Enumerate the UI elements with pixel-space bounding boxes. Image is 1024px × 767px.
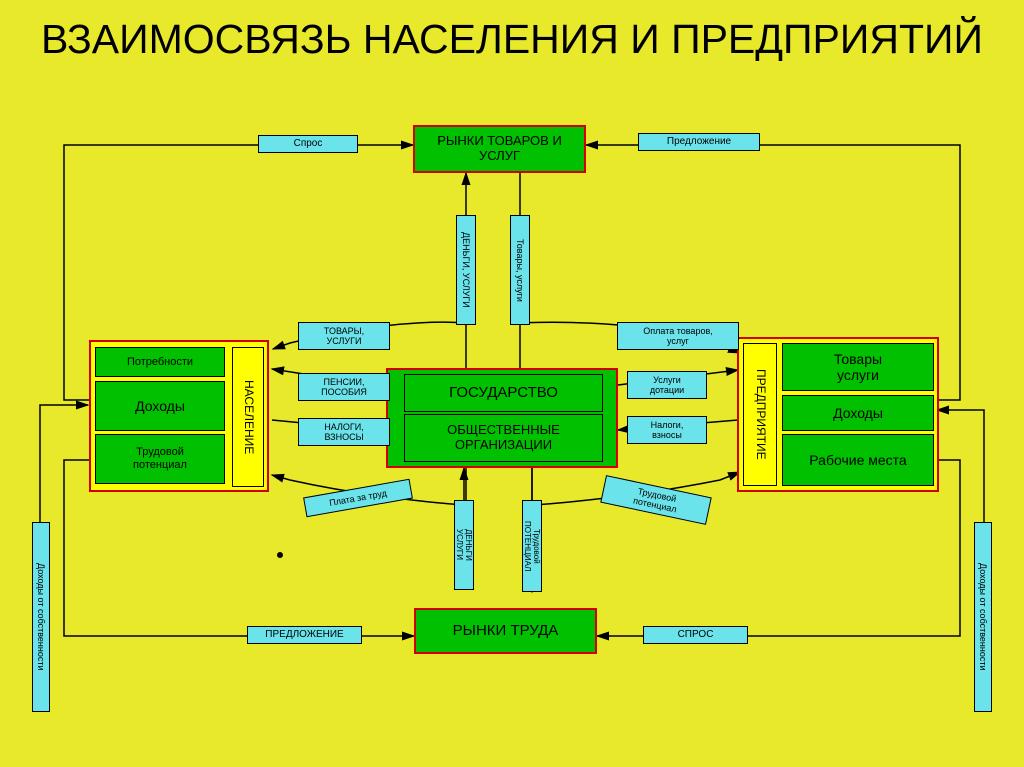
label-l_pensii: ПЕНСИИ, ПОСОБИЯ (298, 373, 390, 401)
label-l_spros_b: СПРОС (643, 626, 748, 644)
label-l_dengi: ДЕНЬГИ, УСЛУГИ (456, 215, 476, 325)
page-title: ВЗАИМОСВЯЗЬ НАСЕЛЕНИЯ И ПРЕДПРИЯТИЙ (0, 16, 1024, 63)
box-left_side: НАСЕЛЕНИЕ (232, 347, 264, 487)
box-left_labor: Трудовой потенциал (95, 434, 225, 484)
label-l_predlozh_b: ПРЕДЛОЖЕНИЕ (247, 626, 362, 644)
box-center_state: ГОСУДАРСТВО (404, 374, 603, 412)
label-l_nalogi_l: НАЛОГИ, ВЗНОСЫ (298, 418, 390, 446)
label-l_tovaryv: Товары, услуги (510, 215, 530, 325)
label-l_trudpot: Трудовой потенциал (600, 475, 711, 525)
label-l_dohody_l: Доходы от собственности (32, 522, 50, 712)
label-l_nalogi_r: Налоги, взносы (627, 416, 707, 444)
box-center_org: ОБЩЕСТВЕННЫЕ ОРГАНИЗАЦИИ (404, 414, 603, 462)
box-right_income: Доходы (782, 395, 934, 431)
box-right_jobs: Рабочие места (782, 434, 934, 486)
bullet-dot (277, 552, 283, 558)
label-l_oplata: Оплата товаров, услуг (617, 322, 739, 350)
box-left_income: Доходы (95, 381, 225, 431)
box-right_goods: Товары услуги (782, 343, 934, 391)
box-left_needs: Потребности (95, 347, 225, 377)
label-l_trudpot2: Трудовой ПОТЕНЦИАЛ (522, 500, 542, 592)
label-l_spros: Спрос (258, 135, 358, 153)
diagram-stage: ВЗАИМОСВЯЗЬ НАСЕЛЕНИЯ И ПРЕДПРИЯТИЙ РЫНК… (0, 0, 1024, 767)
label-l_tovary: ТОВАРЫ, УСЛУГИ (298, 322, 390, 350)
label-l_plata: Плата за труд (303, 479, 413, 517)
label-l_dengi2: ДЕНЬГИ УСЛУГИ (454, 500, 474, 590)
label-l_predlozh_t: Предложение (638, 133, 760, 151)
box-right_side: ПРЕДПРИЯТИЕ (743, 343, 777, 486)
box-labor_market: РЫНКИ ТРУДА (414, 608, 597, 654)
box-goods_market: РЫНКИ ТОВАРОВ И УСЛУГ (413, 125, 586, 173)
label-l_uslugi: Услуги дотации (627, 371, 707, 399)
label-l_dohody_r: Доходы от собственности (974, 522, 992, 712)
